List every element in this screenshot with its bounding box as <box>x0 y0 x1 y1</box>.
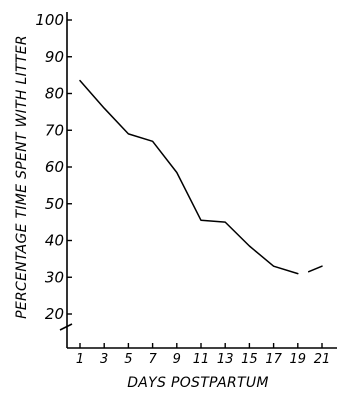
y-tick-label-90: 90 <box>45 48 64 66</box>
series-line-2 <box>307 265 323 273</box>
x-tick-label-13: 13 <box>217 352 234 367</box>
y-tick-label-40: 40 <box>45 232 64 250</box>
series-line-1 <box>79 79 299 275</box>
y-tick-label-80: 80 <box>45 85 64 103</box>
y-tick-label-100: 100 <box>35 11 64 29</box>
x-tick-label-7: 7 <box>148 352 157 367</box>
x-tick-label-3: 3 <box>100 352 108 367</box>
y-axis-title: PERCENTAGE TIME SPENT WITH LITTER <box>14 35 30 319</box>
x-tick-label-1: 1 <box>76 352 84 367</box>
x-tick-label-5: 5 <box>124 352 132 367</box>
x-tick-label-11: 11 <box>193 352 210 367</box>
x-tick-label-19: 19 <box>290 352 307 367</box>
y-tick-label-20: 20 <box>45 305 64 323</box>
x-axis-title: DAYS POSTPARTUM <box>127 375 269 391</box>
y-tick-label-70: 70 <box>45 121 64 139</box>
y-tick-label-50: 50 <box>45 195 64 213</box>
x-tick-label-17: 17 <box>265 352 282 367</box>
axis-break-mark <box>59 323 73 331</box>
axes <box>59 12 337 349</box>
y-tick-label-60: 60 <box>45 158 64 176</box>
x-tick-label-9: 9 <box>173 352 181 367</box>
x-tick-label-21: 21 <box>314 352 331 367</box>
x-tick-label-15: 15 <box>241 352 258 367</box>
y-tick-label-30: 30 <box>45 268 64 286</box>
series <box>79 79 323 275</box>
